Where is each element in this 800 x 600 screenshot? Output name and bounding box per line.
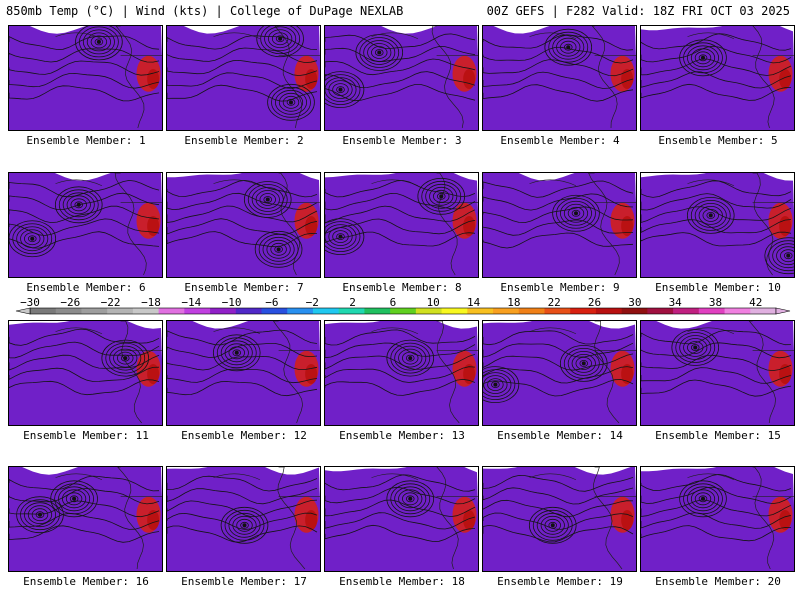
colorbar-tick-label: −26 <box>60 296 80 309</box>
colorbar-swatch <box>647 308 674 314</box>
ensemble-member-map <box>640 172 795 278</box>
ensemble-member-map <box>8 466 163 572</box>
colorbar-tick-label: −6 <box>265 296 278 309</box>
ensemble-member-label: Ensemble Member: 11 <box>23 429 149 442</box>
colorbar-swatch <box>55 308 82 314</box>
ensemble-member-label: Ensemble Member: 7 <box>184 281 304 294</box>
ensemble-member-label: Ensemble Member: 18 <box>339 575 465 588</box>
colorbar-swatch <box>544 308 571 314</box>
ensemble-member-map <box>482 320 637 426</box>
colorbar-tick-label: 6 <box>390 296 397 309</box>
colorbar-tick-label: −18 <box>141 296 161 309</box>
colorbar-swatch <box>595 308 623 314</box>
ensemble-member-label: Ensemble Member: 1 <box>26 134 146 147</box>
ensemble-member-map <box>482 172 637 278</box>
ensemble-member-map <box>166 172 321 278</box>
colorbar-swatch <box>261 308 288 314</box>
colorbar-tick-label: −30 <box>20 296 40 309</box>
ensemble-member-label: Ensemble Member: 8 <box>342 281 462 294</box>
colorbar-tick-label: −10 <box>222 296 242 309</box>
colorbar-tick-label: 30 <box>628 296 641 309</box>
colorbar-tick-label: 26 <box>588 296 601 309</box>
colorbar-swatch <box>750 308 777 314</box>
colorbar-swatch <box>107 308 134 314</box>
colorbar-swatch <box>570 308 597 314</box>
temperature-colorbar: −30 −26 −22 −18 −14 −10 −6 −2 2 6 10 14 18 22 26 30 34 38… <box>15 296 791 315</box>
colorbar-swatch <box>235 308 263 314</box>
ensemble-member-map <box>166 320 321 426</box>
ensemble-member-map <box>8 25 163 131</box>
colorbar-swatch <box>621 308 648 314</box>
colorbar-swatch <box>493 308 520 314</box>
ensemble-member-label: Ensemble Member: 6 <box>26 281 146 294</box>
ensemble-member-map <box>324 25 479 131</box>
ensemble-member-label: Ensemble Member: 17 <box>181 575 307 588</box>
ensemble-member-map <box>8 320 163 426</box>
colorbar-tick-label: 10 <box>427 296 440 309</box>
colorbar-swatch <box>312 308 340 314</box>
colorbar-swatch <box>364 308 391 314</box>
ensemble-member-label: Ensemble Member: 3 <box>342 134 462 147</box>
ensemble-member-label: Ensemble Member: 15 <box>655 429 781 442</box>
ensemble-member-label: Ensemble Member: 12 <box>181 429 307 442</box>
colorbar-low-arrow <box>15 307 31 315</box>
colorbar-tick-label: 14 <box>467 296 481 309</box>
ensemble-member-label: Ensemble Member: 16 <box>23 575 149 588</box>
colorbar-swatch <box>287 308 314 314</box>
colorbar-tick-label: 18 <box>507 296 520 309</box>
ensemble-member-map <box>324 466 479 572</box>
ensemble-member-label: Ensemble Member: 19 <box>497 575 623 588</box>
colorbar-tick-label: 34 <box>669 296 683 309</box>
colorbar-high-arrow <box>775 307 791 315</box>
ensemble-member-label: Ensemble Member: 9 <box>500 281 620 294</box>
ensemble-member-map <box>482 25 637 131</box>
colorbar-tick-label: 38 <box>709 296 722 309</box>
colorbar-tick-label: 42 <box>749 296 762 309</box>
ensemble-member-map <box>482 466 637 572</box>
ensemble-member-label: Ensemble Member: 2 <box>184 134 304 147</box>
colorbar-swatch <box>338 308 365 314</box>
colorbar-swatch <box>158 308 185 314</box>
colorbar-swatch <box>30 308 57 314</box>
colorbar-swatch <box>518 308 545 314</box>
colorbar-swatch <box>415 308 443 314</box>
ensemble-member-map <box>8 172 163 278</box>
ensemble-member-map <box>166 25 321 131</box>
ensemble-member-label: Ensemble Member: 4 <box>500 134 620 147</box>
colorbar-swatch <box>390 308 417 314</box>
ensemble-member-label: Ensemble Member: 20 <box>655 575 781 588</box>
colorbar-tick-label: −22 <box>101 296 121 309</box>
colorbar-swatch <box>467 308 494 314</box>
colorbar-tick-label: −14 <box>181 296 201 309</box>
colorbar-swatch <box>132 308 160 314</box>
ensemble-member-label: Ensemble Member: 13 <box>339 429 465 442</box>
colorbar-swatch <box>210 308 237 314</box>
ensemble-member-map <box>640 320 795 426</box>
model-run-info: 00Z GEFS | F282 Valid: 18Z FRI OCT 03 20… <box>486 4 790 18</box>
colorbar-swatch <box>81 308 108 314</box>
colorbar-tick-label: 2 <box>349 296 356 309</box>
ensemble-member-map <box>324 172 479 278</box>
ensemble-member-map <box>166 466 321 572</box>
colorbar-swatch <box>441 308 468 314</box>
colorbar-swatch <box>698 308 726 314</box>
colorbar-tick-label: 22 <box>548 296 561 309</box>
ensemble-member-map <box>640 25 795 131</box>
ensemble-member-map <box>324 320 479 426</box>
ensemble-member-map <box>640 466 795 572</box>
ensemble-member-label: Ensemble Member: 5 <box>658 134 778 147</box>
colorbar-swatch <box>724 308 751 314</box>
map-title: 850mb Temp (°C) | Wind (kts) | College o… <box>6 4 404 18</box>
colorbar-tick-label: −2 <box>306 296 319 309</box>
ensemble-member-label: Ensemble Member: 10 <box>655 281 781 294</box>
colorbar-swatch <box>673 308 700 314</box>
ensemble-member-label: Ensemble Member: 14 <box>497 429 623 442</box>
colorbar-swatch <box>184 308 211 314</box>
